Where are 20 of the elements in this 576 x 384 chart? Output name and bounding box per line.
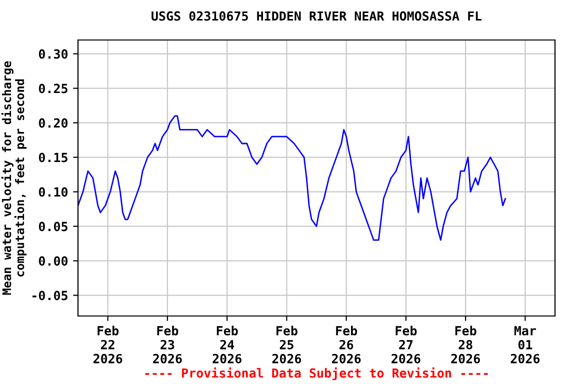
y-tick-label: 0.15 [38, 152, 68, 162]
x-tick-label: Feb 28 2026 [451, 326, 480, 364]
y-axis-title: Mean water velocity for discharge computation, feet per second [1, 61, 26, 295]
y-tick-label: 0.20 [38, 118, 68, 128]
y-tick-label: 0.10 [38, 187, 68, 197]
y-tick-label: -0.05 [32, 290, 68, 300]
chart-title: USGS 02310675 HIDDEN RIVER NEAR HOMOSASSA FL [152, 11, 482, 21]
line-series [78, 115, 506, 241]
y-tick-label: 0.30 [38, 49, 68, 59]
x-tick-label: Feb 26 2026 [332, 326, 361, 364]
x-tick-label: Mar 01 2026 [510, 326, 540, 364]
y-tick-label: 0.00 [38, 256, 68, 266]
x-tick-label: Feb 24 2026 [212, 326, 242, 364]
x-tick-label: Feb 23 2026 [153, 326, 182, 364]
x-tick-label: Feb 27 2026 [392, 326, 420, 364]
text: ---- Provisional Data Subject to Revision ---- [145, 367, 488, 380]
y-tick-label: 0.25 [38, 84, 68, 94]
x-tick-label: Feb 25 2026 [272, 326, 302, 364]
y-tick-label: 0.05 [38, 222, 68, 232]
x-tick-label: Feb 22 2026 [93, 326, 122, 364]
